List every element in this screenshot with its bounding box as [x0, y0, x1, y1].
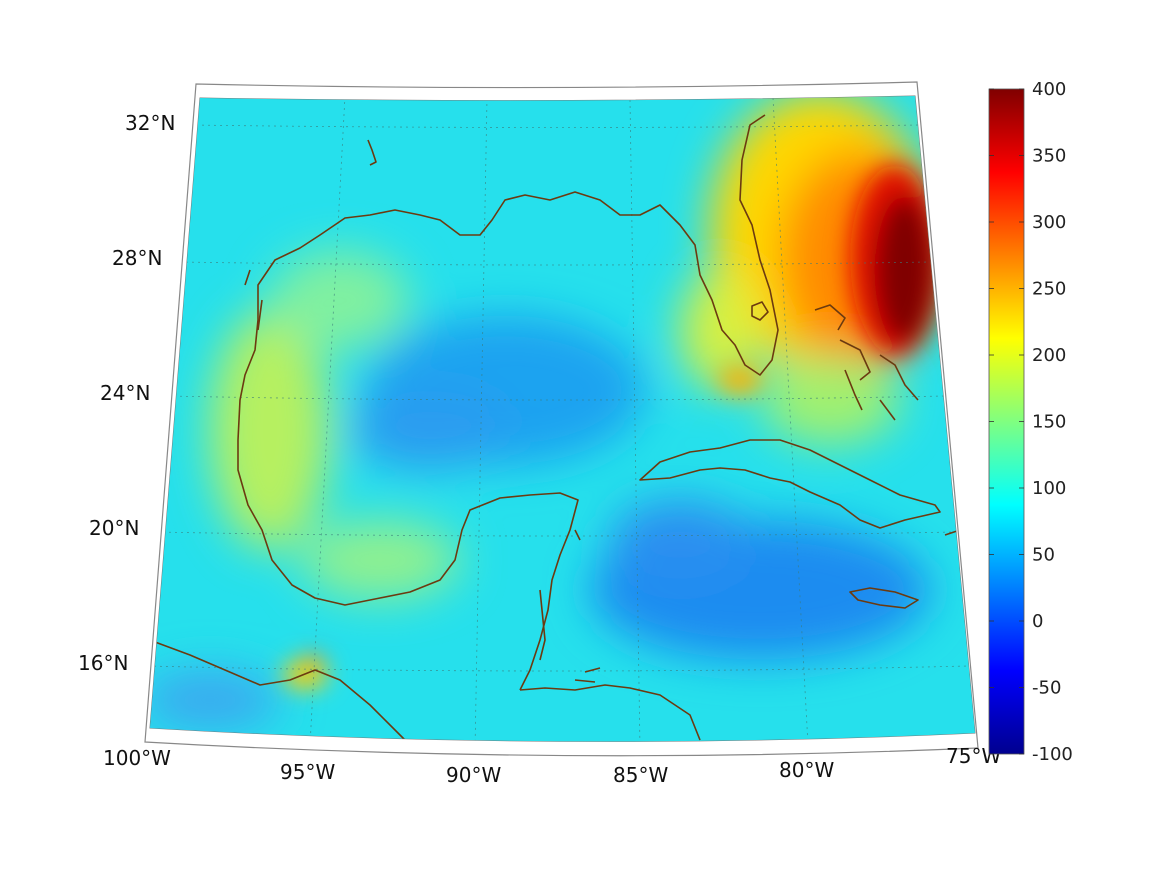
- lon-label-85: 85°W: [613, 763, 668, 787]
- field-gulf-low-2: [350, 390, 510, 470]
- colorbar-tick-label: 200: [1032, 345, 1066, 366]
- field-atlantic-darkred: [875, 195, 935, 345]
- colorbar-tick-label: -50: [1032, 678, 1061, 699]
- field-west-high-2: [270, 250, 410, 350]
- colorbar-ticks: 400 350 300 250 200 150 100 50 0 -50 -100: [989, 79, 1073, 765]
- colorbar-tick-label: 100: [1032, 478, 1066, 499]
- coast-belize-cays: [574, 667, 601, 683]
- lon-label-90: 90°W: [446, 763, 501, 787]
- lon-label-80: 80°W: [779, 758, 834, 782]
- colorbar-tick-label: 50: [1032, 545, 1055, 566]
- field-west-high: [210, 310, 330, 550]
- coast-okeechobee: [751, 301, 769, 321]
- coast-jamaica: [849, 587, 919, 609]
- coast-yucatan-islands: [539, 529, 581, 661]
- lat-label-16: 16°N: [78, 651, 128, 675]
- colorbar-tick-label: 350: [1032, 146, 1066, 167]
- lat-label-32: 32°N: [125, 111, 175, 135]
- lon-labels: 100°W 95°W 90°W 85°W 80°W 75°W: [103, 744, 1001, 787]
- field-pacific: [150, 670, 280, 730]
- coast-gulf: [237, 114, 779, 691]
- colorbar-tick-label: -100: [1032, 744, 1073, 765]
- coast-bahamas: [814, 304, 919, 421]
- lat-label-28: 28°N: [112, 246, 162, 270]
- colorbar-tick-label: 150: [1032, 412, 1066, 433]
- colorbar: 400 350 300 250 200 150 100 50 0 -50 -100: [988, 79, 1073, 765]
- coast-cuba: [639, 439, 941, 529]
- field-bahamas-green: [760, 355, 900, 445]
- field-florida-keys: [718, 366, 762, 394]
- coast-texas-barrier: [244, 269, 263, 331]
- graticule: [150, 96, 969, 742]
- coast-inland-lake: [367, 139, 377, 166]
- field-oaxaca-warm: [283, 661, 327, 689]
- colorbar-tick-label: 250: [1032, 279, 1066, 300]
- lon-label-100: 100°W: [103, 746, 171, 770]
- coast-pacific: [154, 641, 416, 742]
- lat-labels: 32°N 28°N 24°N 20°N 16°N: [78, 111, 175, 675]
- data-field: [150, 96, 975, 742]
- lat-label-20: 20°N: [89, 516, 139, 540]
- map-border: [144, 81, 979, 757]
- field-florida-yellow: [680, 270, 760, 390]
- colorbar-scale: [988, 88, 1025, 755]
- lon-label-95: 95°W: [280, 760, 335, 784]
- field-caribbean-low-2: [610, 500, 750, 580]
- coast-honduras: [519, 684, 701, 741]
- colorbar-tick-label: 300: [1032, 212, 1066, 233]
- colorbar-tick-label: 0: [1032, 611, 1043, 632]
- colorbar-tick-label: 400: [1032, 79, 1066, 100]
- field-sw: [300, 520, 460, 600]
- lat-label-24: 24°N: [100, 381, 150, 405]
- coastlines: [154, 114, 961, 742]
